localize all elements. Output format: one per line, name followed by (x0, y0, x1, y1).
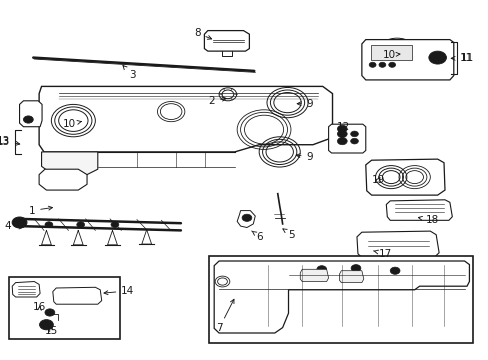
Polygon shape (237, 211, 255, 228)
Polygon shape (214, 261, 468, 333)
Polygon shape (361, 40, 453, 80)
Text: 3: 3 (122, 66, 135, 80)
Circle shape (350, 138, 358, 144)
Text: 9: 9 (297, 99, 313, 109)
Circle shape (350, 131, 358, 137)
Text: 13: 13 (0, 136, 20, 146)
Bar (9, 277, 120, 339)
Circle shape (428, 51, 446, 64)
Circle shape (316, 266, 326, 273)
Circle shape (77, 222, 84, 228)
Polygon shape (365, 159, 444, 195)
Polygon shape (356, 231, 438, 257)
Text: 14: 14 (104, 286, 134, 296)
Text: 1: 1 (28, 206, 52, 216)
Text: 7: 7 (215, 299, 233, 333)
Polygon shape (328, 124, 365, 153)
Text: 6: 6 (251, 231, 263, 242)
Circle shape (337, 130, 346, 138)
Circle shape (337, 138, 346, 145)
Circle shape (12, 217, 27, 228)
Circle shape (350, 265, 360, 272)
Text: 10: 10 (382, 50, 399, 60)
Text: 9: 9 (296, 152, 313, 162)
Text: 5: 5 (282, 229, 295, 240)
Circle shape (111, 222, 119, 228)
Text: 16: 16 (33, 302, 46, 312)
Text: 2: 2 (208, 96, 225, 106)
Bar (209, 256, 472, 343)
Text: 18: 18 (418, 215, 438, 225)
Bar (370, 45, 411, 60)
Text: 4: 4 (4, 221, 23, 231)
Circle shape (388, 62, 395, 67)
Polygon shape (39, 169, 87, 190)
Circle shape (23, 116, 33, 123)
Circle shape (378, 62, 385, 67)
Text: 13: 13 (0, 137, 10, 147)
Circle shape (45, 309, 55, 316)
Text: 19: 19 (371, 175, 384, 185)
Text: 17: 17 (373, 249, 391, 259)
Polygon shape (300, 269, 328, 282)
Text: 8: 8 (193, 28, 211, 39)
Polygon shape (386, 200, 451, 220)
Polygon shape (204, 31, 249, 51)
Text: 12: 12 (336, 122, 349, 132)
Polygon shape (20, 101, 42, 127)
Circle shape (337, 125, 346, 132)
Circle shape (45, 222, 53, 228)
Circle shape (389, 267, 399, 274)
Polygon shape (41, 152, 98, 175)
Text: 15: 15 (45, 326, 58, 336)
Text: 10: 10 (62, 119, 81, 129)
Circle shape (242, 214, 251, 221)
Circle shape (40, 320, 53, 330)
Text: 11: 11 (460, 53, 473, 63)
Polygon shape (339, 271, 363, 283)
Circle shape (368, 62, 375, 67)
Polygon shape (39, 86, 332, 152)
Polygon shape (12, 282, 40, 297)
Text: 11: 11 (450, 53, 472, 63)
Polygon shape (53, 287, 102, 304)
